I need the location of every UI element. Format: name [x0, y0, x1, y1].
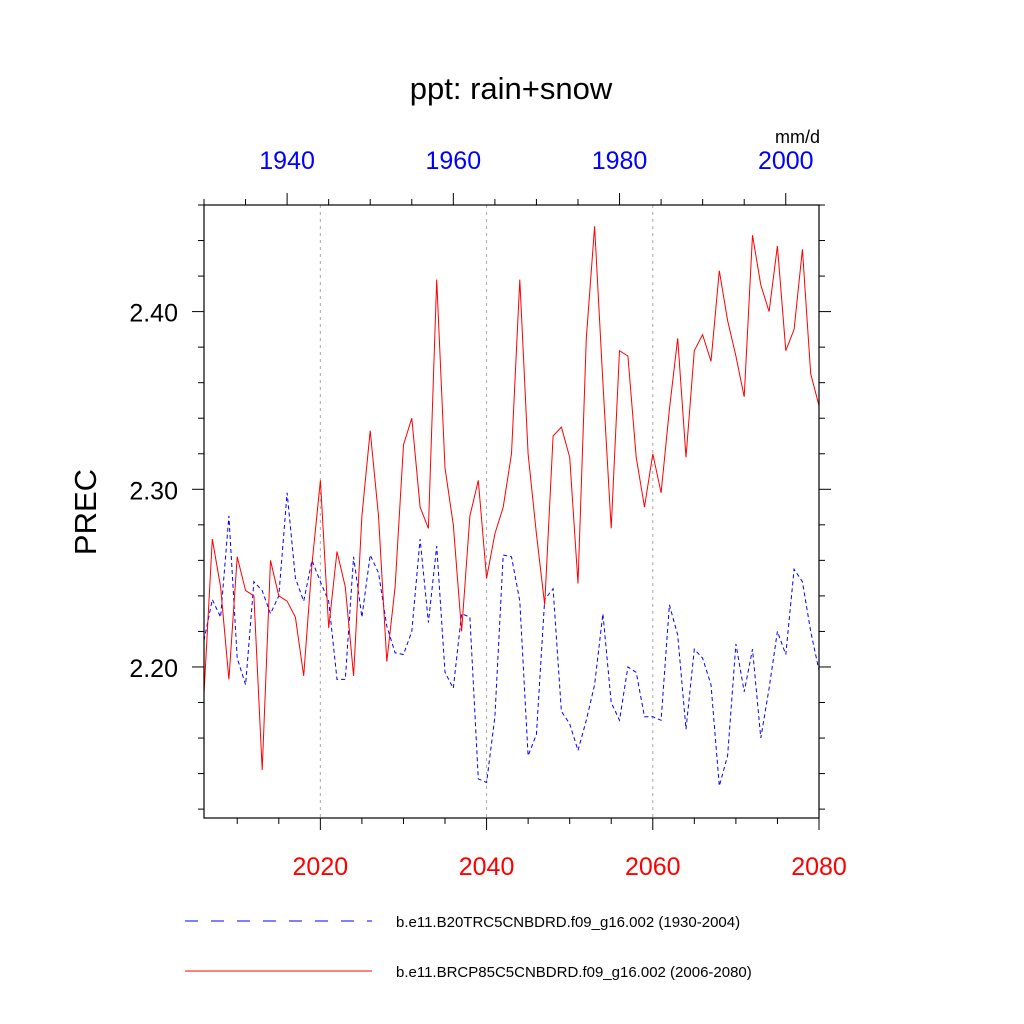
x-bottom-tick-label-2060: 2060: [625, 853, 681, 881]
vertical-gridlines: [319, 205, 654, 818]
series-layer: [203, 226, 820, 787]
x-bottom-tick-label-2020: 2020: [293, 853, 349, 881]
series-line-historical: [203, 492, 820, 787]
x-top-tick-label-1980: 1980: [592, 147, 648, 175]
y-tick-label-2.20: 2.20: [129, 655, 178, 683]
chart-title: ppt: rain+snow: [410, 71, 613, 106]
axis-ticks: [192, 193, 831, 830]
legend: b.e11.B20TRC5CNBDRD.f09_g16.002 (1930-20…: [185, 914, 752, 981]
y-axis-label: PREC: [68, 469, 103, 555]
x-bottom-tick-label-2080: 2080: [791, 853, 847, 881]
legend-label-historical: b.e11.B20TRC5CNBDRD.f09_g16.002 (1930-20…: [396, 914, 740, 931]
axis-tick-labels: 2.20 2.30 2.40 2020 2040 2060 2080 1940 1960 1980…: [129, 147, 846, 881]
legend-label-rcp85: b.e11.BRCP85C5CNBDRD.f09_g16.002 (2006-2…: [396, 964, 752, 981]
x-top-tick-label-1940: 1940: [259, 147, 315, 175]
y-tick-label-2.30: 2.30: [129, 477, 178, 505]
series-line-rcp85: [203, 226, 820, 771]
x-top-tick-label-1960: 1960: [426, 147, 482, 175]
x-top-tick-label-2000: 2000: [758, 147, 814, 175]
plot-frame: [203, 204, 820, 819]
y-tick-label-2.40: 2.40: [129, 300, 178, 328]
units-label: mm/d: [775, 127, 820, 147]
x-bottom-tick-label-2040: 2040: [459, 853, 515, 881]
